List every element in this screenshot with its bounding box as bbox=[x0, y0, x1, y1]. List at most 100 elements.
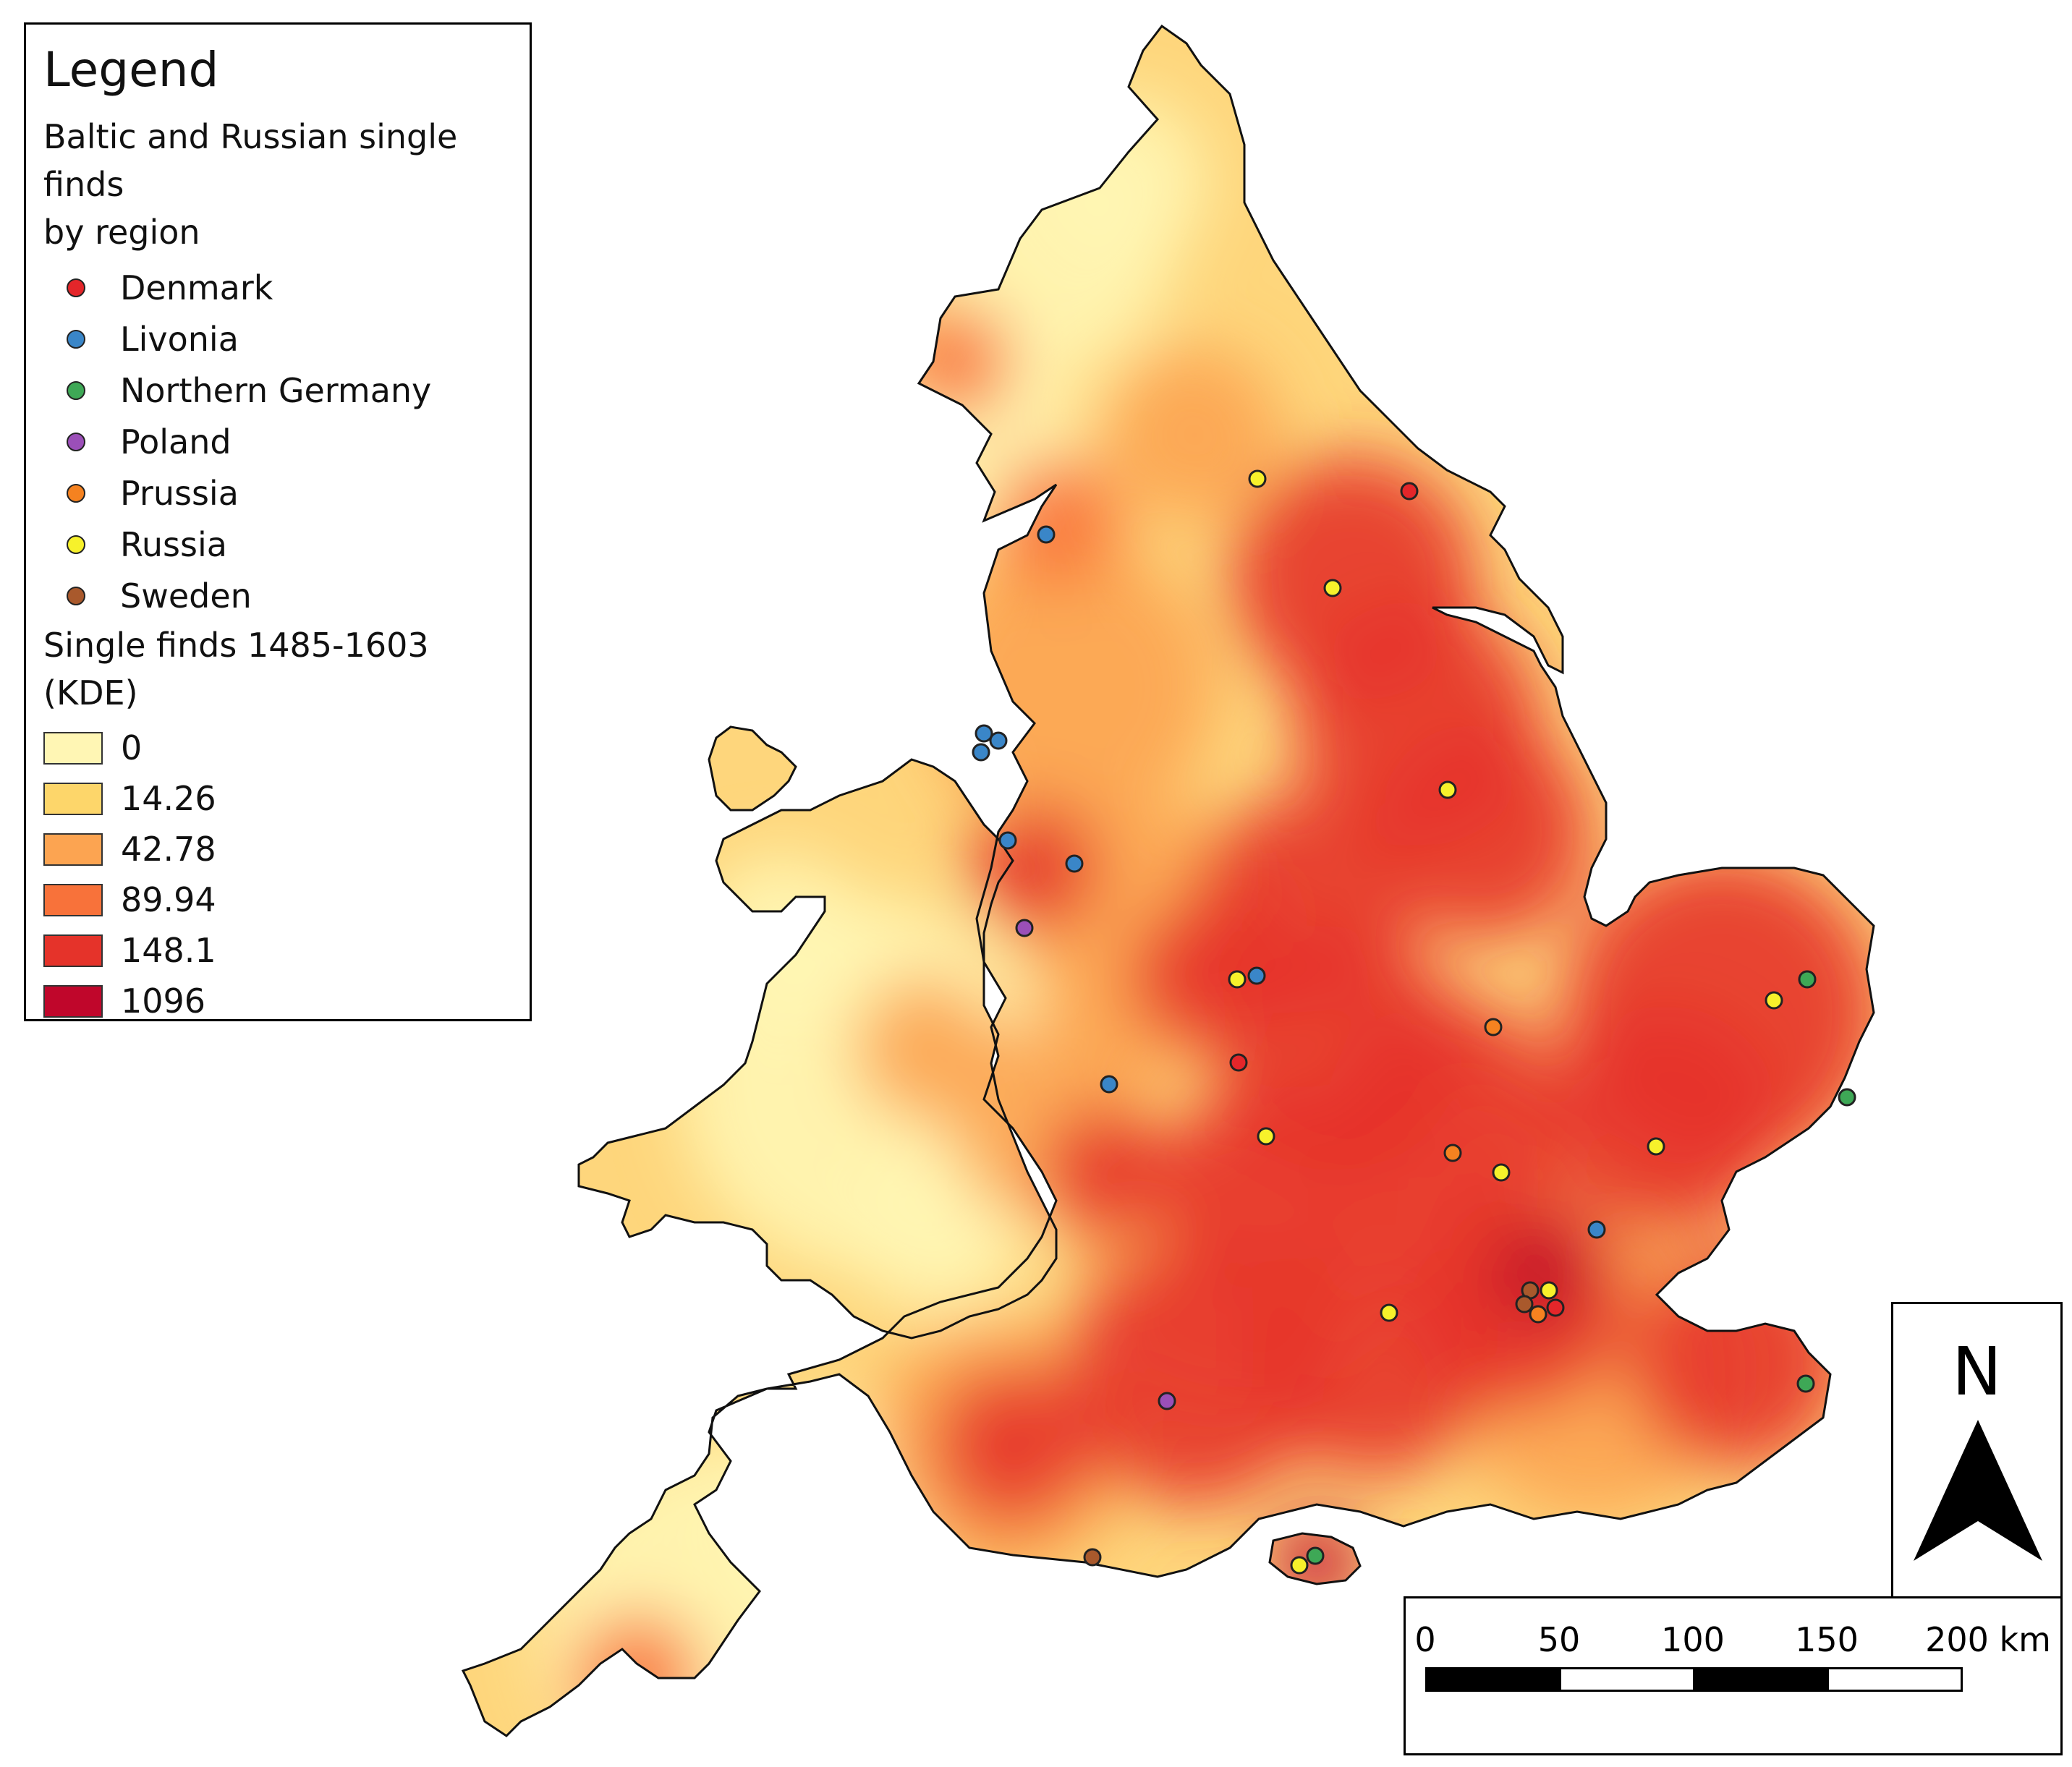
find-marker-northern-germany bbox=[1838, 1088, 1856, 1107]
legend-item-denmark: Denmark bbox=[43, 262, 512, 313]
livonia-marker-icon bbox=[67, 329, 85, 349]
kde-label: 1096 bbox=[121, 982, 206, 1021]
kde-blob bbox=[926, 542, 1215, 832]
find-marker-russia bbox=[1290, 1556, 1309, 1575]
kde-legend-title-line2: (KDE) bbox=[43, 673, 138, 712]
kde-legend-title: Single finds 1485-1603 (KDE) bbox=[43, 621, 512, 717]
find-marker-russia bbox=[1257, 1127, 1275, 1146]
kde-swatch bbox=[43, 833, 103, 866]
find-marker-livonia bbox=[975, 724, 993, 743]
find-marker-northern-germany bbox=[1796, 1374, 1815, 1393]
points-legend-title: Baltic and Russian single finds by regio… bbox=[43, 113, 512, 256]
find-marker-russia bbox=[1323, 579, 1342, 597]
find-marker-livonia bbox=[1100, 1075, 1118, 1094]
kde-label: 148.1 bbox=[121, 931, 216, 970]
sweden-marker-icon bbox=[67, 586, 85, 605]
kde-legend-list: 0 14.26 42.78 89.94 148.1 1096 bbox=[43, 723, 512, 1026]
find-marker-prussia bbox=[1529, 1305, 1547, 1324]
russia-marker-icon bbox=[67, 535, 85, 554]
find-marker-livonia bbox=[1065, 854, 1084, 873]
scale-label-150: 150 bbox=[1795, 1620, 1859, 1659]
find-marker-russia bbox=[1765, 991, 1783, 1010]
legend-label: Prussia bbox=[120, 473, 239, 513]
find-marker-russia bbox=[1438, 780, 1457, 799]
legend-title: Legend bbox=[43, 42, 219, 98]
kde-class-5: 1096 bbox=[43, 976, 512, 1026]
north-label: N bbox=[1952, 1333, 2002, 1410]
kde-blob bbox=[1548, 1005, 1780, 1237]
legend-item-northern-germany: Northern Germany bbox=[43, 365, 512, 416]
find-marker-northern-germany bbox=[1306, 1546, 1325, 1565]
kde-swatch bbox=[43, 984, 103, 1018]
find-marker-livonia bbox=[1247, 966, 1266, 985]
northern-germany-marker-icon bbox=[67, 380, 85, 400]
prussia-marker-icon bbox=[67, 483, 85, 503]
legend-label: Denmark bbox=[120, 268, 273, 307]
find-marker-livonia bbox=[998, 831, 1017, 850]
kde-blob bbox=[1129, 904, 1273, 1049]
legend-label: Poland bbox=[120, 422, 232, 461]
kde-blob bbox=[695, 853, 868, 1027]
find-marker-livonia bbox=[972, 743, 990, 762]
legend-label: Livonia bbox=[120, 319, 239, 359]
legend-item-poland: Poland bbox=[43, 416, 512, 467]
finds-layer bbox=[972, 469, 1856, 1575]
find-marker-poland bbox=[1158, 1392, 1176, 1410]
kde-blob bbox=[1107, 347, 1281, 521]
kde-blob bbox=[1490, 1222, 1592, 1324]
find-marker-russia bbox=[1540, 1281, 1558, 1300]
region-legend-list: Denmark Livonia Northern Germany Poland … bbox=[43, 262, 512, 621]
kde-class-3: 89.94 bbox=[43, 874, 512, 925]
legend-label: Sweden bbox=[120, 576, 252, 616]
kde-legend-title-line1: Single finds 1485-1603 bbox=[43, 626, 429, 665]
kde-label: 0 bbox=[121, 728, 143, 767]
kde-label: 14.26 bbox=[121, 779, 216, 818]
kde-class-0: 0 bbox=[43, 723, 512, 773]
north-arrow-icon bbox=[1914, 1420, 2042, 1561]
scale-segment-3 bbox=[1693, 1667, 1829, 1692]
find-marker-livonia bbox=[1037, 525, 1056, 544]
find-marker-russia bbox=[1248, 469, 1267, 488]
kde-class-1: 14.26 bbox=[43, 773, 512, 824]
find-marker-livonia bbox=[1587, 1220, 1606, 1239]
legend-item-russia: Russia bbox=[43, 519, 512, 570]
kde-swatch bbox=[43, 883, 103, 916]
kde-blob bbox=[933, 1367, 1092, 1526]
legend-item-sweden: Sweden bbox=[43, 570, 512, 621]
kde-blob bbox=[535, 1439, 912, 1736]
kde-swatch bbox=[43, 782, 103, 815]
kde-label: 42.78 bbox=[121, 830, 216, 869]
find-marker-russia bbox=[1380, 1303, 1398, 1322]
legend-label: Northern Germany bbox=[120, 370, 432, 410]
find-marker-prussia bbox=[1484, 1018, 1503, 1036]
kde-blob bbox=[1375, 723, 1592, 940]
kde-swatch bbox=[43, 731, 103, 765]
legend-label: Russia bbox=[120, 524, 227, 564]
kde-blob bbox=[1042, 1107, 1172, 1237]
kde-class-4: 148.1 bbox=[43, 925, 512, 976]
kde-blob bbox=[1035, 94, 1208, 268]
kde-blob bbox=[1628, 1251, 1845, 1468]
kde-swatch bbox=[43, 934, 103, 967]
points-legend-title-line1: Baltic and Russian single finds bbox=[43, 117, 458, 204]
scale-segment-4 bbox=[1827, 1667, 1963, 1692]
find-marker-denmark bbox=[1400, 482, 1419, 501]
kde-class-2: 42.78 bbox=[43, 824, 512, 874]
find-marker-northern-germany bbox=[1798, 970, 1817, 989]
scale-segment-2 bbox=[1559, 1667, 1695, 1692]
legend-panel: Legend Baltic and Russian single finds b… bbox=[24, 22, 532, 1021]
legend-item-prussia: Prussia bbox=[43, 467, 512, 519]
find-marker-russia bbox=[1647, 1137, 1665, 1156]
find-marker-denmark bbox=[1229, 1053, 1248, 1072]
scale-label-100: 100 bbox=[1661, 1620, 1725, 1659]
find-marker-sweden bbox=[1083, 1548, 1102, 1567]
scale-segment-1 bbox=[1425, 1667, 1561, 1692]
poland-marker-icon bbox=[67, 432, 85, 451]
scale-bar-panel: 0 50 100 150 200 km bbox=[1404, 1596, 2063, 1755]
find-marker-denmark bbox=[1546, 1298, 1565, 1317]
north-arrow-panel: N bbox=[1891, 1302, 2063, 1596]
find-marker-prussia bbox=[1443, 1144, 1462, 1162]
find-marker-russia bbox=[1228, 970, 1247, 989]
kde-label: 89.94 bbox=[121, 880, 216, 919]
